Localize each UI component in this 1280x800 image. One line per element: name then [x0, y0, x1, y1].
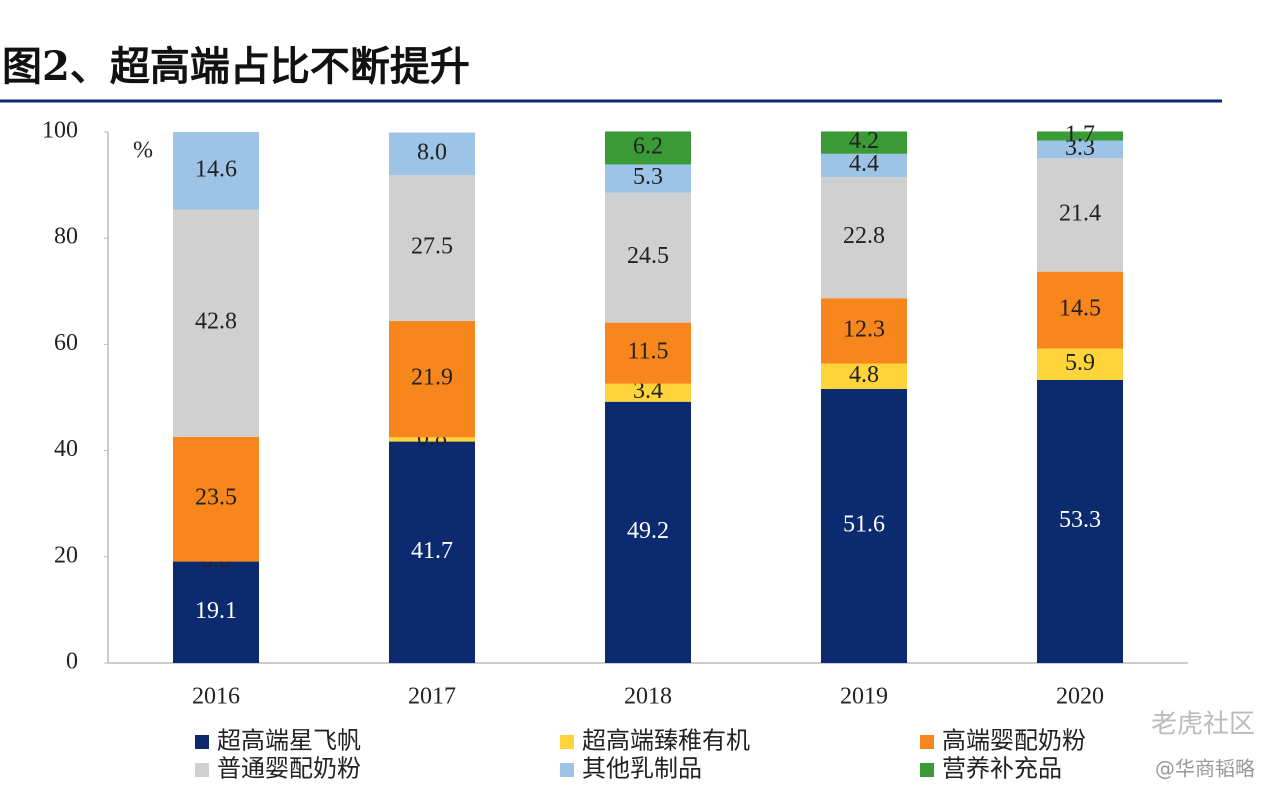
x-tick-label: 2019 [840, 684, 888, 710]
legend-label: 超高端星飞帆 [217, 727, 361, 755]
x-tick-label: 2016 [192, 684, 240, 710]
bar-segment [605, 164, 691, 193]
bar-segment [1037, 140, 1123, 159]
legend-label: 其他乳制品 [582, 755, 702, 783]
legend-swatch [920, 735, 934, 749]
data-label: 49.2 [627, 518, 669, 544]
y-tick-label: 100 [42, 118, 78, 144]
data-label: 14.5 [1059, 296, 1101, 322]
bar-segment [605, 401, 691, 663]
data-label: 24.5 [627, 243, 669, 269]
bar-segment [821, 389, 907, 663]
data-label: 5.9 [1065, 350, 1095, 376]
bar-segment [389, 175, 475, 322]
data-label: 53.3 [1059, 507, 1101, 533]
data-label: 51.6 [843, 512, 885, 538]
y-tick-label: 60 [54, 330, 78, 356]
bar-segment [173, 132, 259, 210]
bar-segment [821, 177, 907, 299]
data-label: 19.1 [195, 598, 237, 624]
bar-segment [821, 153, 907, 178]
data-label: 42.8 [195, 309, 237, 335]
data-label: 4.4 [849, 151, 879, 177]
legend-swatch [195, 735, 209, 749]
x-tick-label: 2020 [1056, 684, 1104, 710]
data-label: 5.3 [633, 164, 663, 190]
bar-segment [389, 441, 475, 663]
data-label: 11.5 [627, 339, 668, 365]
bar-segment [821, 363, 907, 390]
data-label: 6.2 [633, 133, 663, 159]
bar-segment [173, 436, 259, 562]
data-label: 8.0 [417, 139, 447, 165]
bar-segment [821, 131, 907, 154]
data-label: 27.5 [411, 234, 453, 260]
bar-segment [389, 321, 475, 438]
y-unit: % [133, 138, 153, 164]
legend-label: 营养补充品 [942, 755, 1062, 783]
x-tick-label: 2018 [624, 684, 672, 710]
bar-segment [605, 192, 691, 323]
chart-title: 图2、超高端占比不断提升 [2, 43, 470, 90]
data-label: 21.4 [1059, 200, 1101, 226]
data-label: 14.6 [195, 156, 237, 182]
x-tick-label: 2017 [408, 684, 456, 710]
y-tick-label: 80 [54, 224, 78, 250]
bar-segment [821, 298, 907, 364]
y-tick-label: 0 [66, 649, 78, 675]
bar-segment [173, 209, 259, 437]
bar-segment [1037, 271, 1123, 349]
bar-segment [389, 437, 475, 442]
legend-swatch [560, 735, 574, 749]
bar-segment [173, 561, 259, 663]
legend-label: 普通婴配奶粉 [217, 755, 361, 783]
legend-swatch [920, 763, 934, 777]
bar-segment [1037, 131, 1123, 141]
legend-label: 高端婴配奶粉 [942, 727, 1086, 755]
data-label: 1.7 [1065, 121, 1095, 147]
data-label: 12.3 [843, 316, 885, 342]
bar-segment [1037, 158, 1123, 272]
bar-segment [389, 132, 475, 176]
bar-segment [605, 322, 691, 384]
legend-swatch [195, 763, 209, 777]
legend-swatch [560, 763, 574, 777]
y-tick-label: 20 [54, 542, 78, 568]
data-label: 23.5 [195, 485, 237, 511]
data-label: 22.8 [843, 223, 885, 249]
legend-label: 超高端臻稚有机 [582, 727, 750, 755]
bar-segment [605, 131, 691, 165]
data-label: 4.2 [849, 128, 879, 154]
data-label: 21.9 [411, 365, 453, 391]
bar-segment [1037, 379, 1123, 663]
watermark: 老虎社区 [1151, 710, 1255, 740]
bar-segment [605, 383, 691, 402]
bar-segment [1037, 348, 1123, 380]
data-label: 4.8 [849, 362, 879, 388]
y-tick-label: 40 [54, 436, 78, 462]
data-label: 41.7 [411, 538, 453, 564]
watermark: @华商韬略 [1155, 757, 1255, 781]
